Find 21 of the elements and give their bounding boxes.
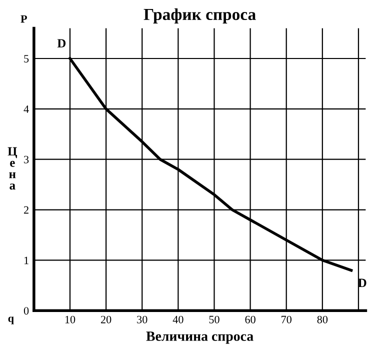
x-tick-label: 80: [317, 316, 328, 324]
x-axis-title: Величина спроса: [146, 332, 254, 344]
annotation: D: [358, 278, 366, 287]
y-tick-label: 0: [24, 307, 29, 315]
text: P: [20, 15, 27, 23]
x-tick-label: 20: [100, 316, 112, 324]
annotation: D: [57, 39, 66, 48]
y-tick-label: 4: [24, 105, 29, 113]
x-tick-label: 70: [282, 316, 292, 324]
y-tick-label: 2: [24, 206, 28, 214]
x-tick-label: 60: [245, 316, 256, 324]
x-tick-label: 40: [172, 316, 184, 324]
y-tick-label: 5: [24, 55, 29, 62]
y-tick-label: 3: [24, 156, 29, 164]
x-tick-label: 50: [209, 316, 220, 324]
y-tick-label: 1: [24, 256, 28, 264]
chart-title: График спроса: [144, 8, 256, 24]
x-tick-label: 30: [137, 316, 148, 324]
text: q: [8, 316, 14, 324]
x-tick-label: 10: [65, 316, 76, 324]
y-axis-title: Цена: [8, 147, 18, 190]
